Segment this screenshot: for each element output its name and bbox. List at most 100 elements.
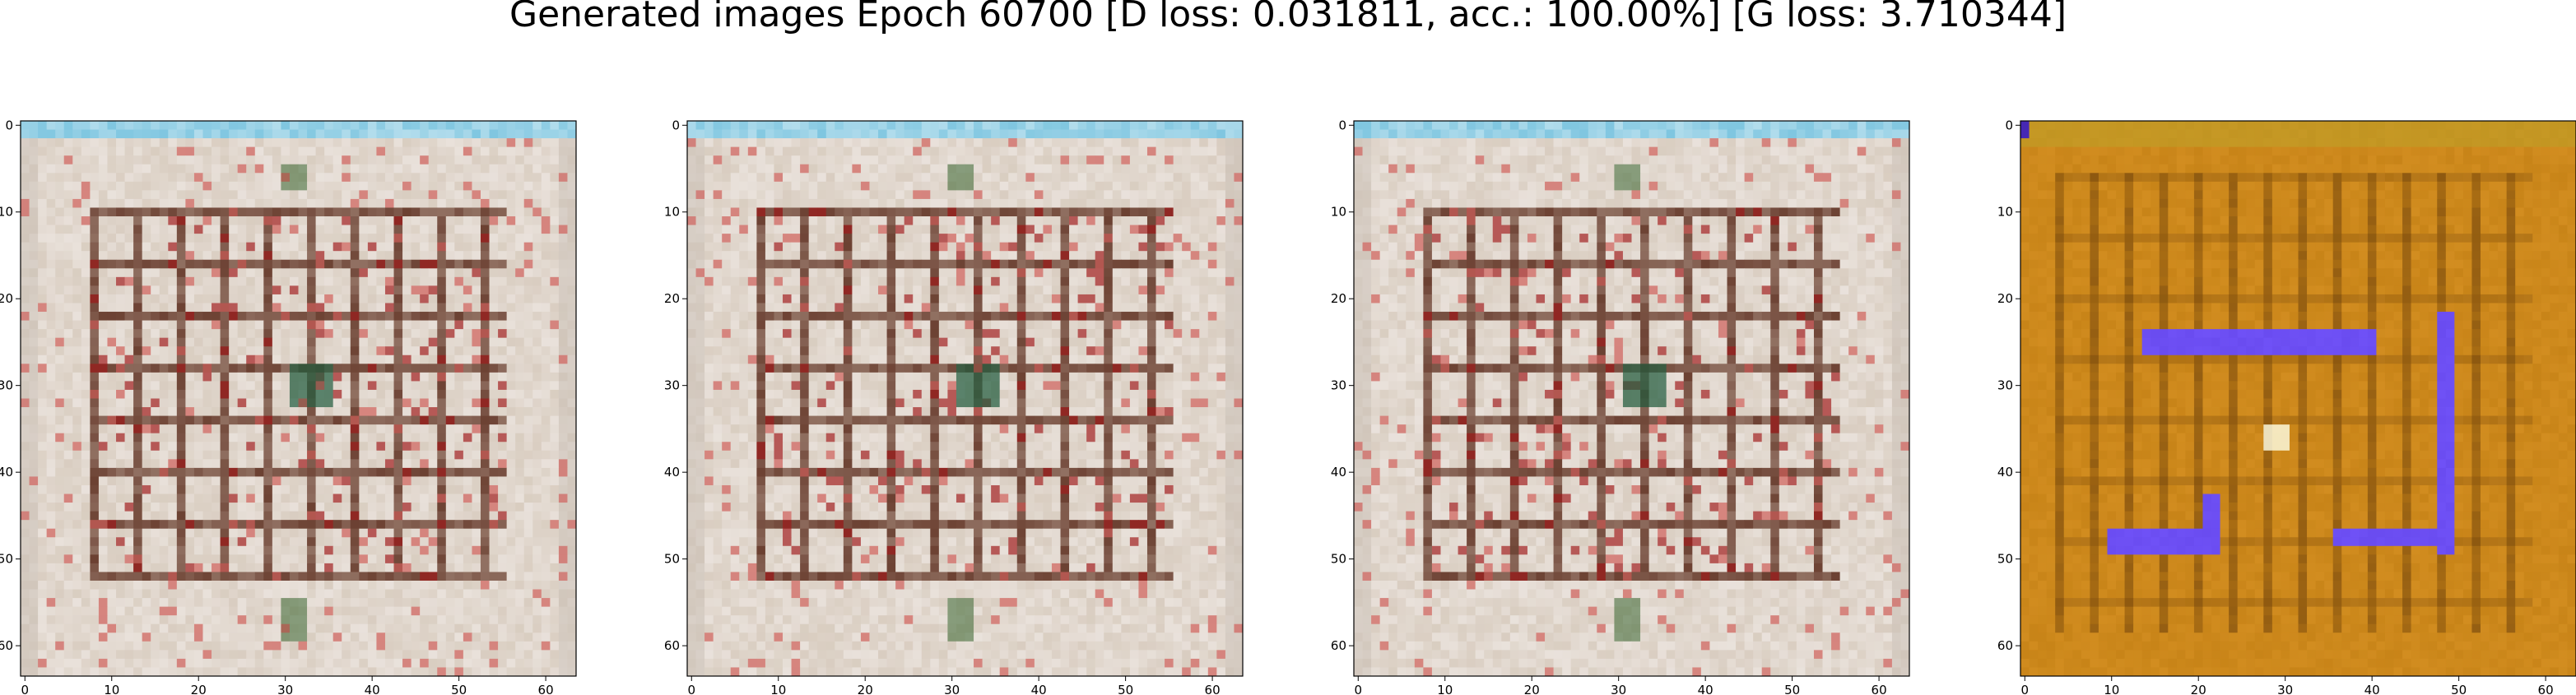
pixel <box>289 303 299 313</box>
pixel <box>756 121 766 130</box>
pixel <box>722 216 732 225</box>
pixel <box>498 364 508 373</box>
pixel <box>411 667 421 677</box>
pixel <box>532 181 542 191</box>
pixel <box>765 190 774 200</box>
pixel <box>567 467 577 477</box>
pixel <box>98 138 108 148</box>
pixel <box>315 520 325 530</box>
pixel <box>246 164 256 174</box>
pixel <box>193 346 203 356</box>
pixel <box>159 354 169 364</box>
pixel <box>384 164 394 174</box>
pixel <box>281 467 291 477</box>
pixel <box>237 467 247 477</box>
pixel <box>835 234 844 243</box>
pixel <box>515 632 525 642</box>
pixel <box>384 650 394 660</box>
pixel <box>124 268 134 278</box>
pixel <box>1121 216 1131 225</box>
pixel <box>376 190 386 200</box>
pixel <box>237 268 247 278</box>
pixel <box>428 216 438 225</box>
pixel <box>72 667 82 677</box>
pixel <box>289 389 299 399</box>
pixel <box>21 312 30 321</box>
pixel <box>133 181 143 191</box>
pixel <box>1182 164 1192 174</box>
pixel <box>202 198 212 208</box>
pixel <box>515 268 525 278</box>
pixel <box>21 606 30 616</box>
pixel <box>523 667 533 677</box>
pixel <box>445 276 455 286</box>
pixel <box>489 424 499 434</box>
pixel <box>558 138 568 148</box>
axes-frame <box>20 120 577 677</box>
pixel <box>541 346 551 356</box>
pixel <box>428 138 438 148</box>
pixel <box>332 294 342 303</box>
pixel <box>254 493 264 503</box>
pixel <box>176 667 186 677</box>
pixel <box>124 511 134 521</box>
pixel <box>98 580 108 590</box>
pixel <box>142 225 151 234</box>
pixel <box>21 467 30 477</box>
pixel <box>29 276 39 286</box>
pixel <box>532 537 542 547</box>
pixel <box>1182 190 1192 200</box>
pixel <box>938 181 948 191</box>
pixel <box>550 173 560 183</box>
pixel <box>246 268 256 278</box>
pixel <box>168 424 178 434</box>
pixel <box>541 442 551 452</box>
pixel <box>567 459 577 469</box>
pixel <box>185 155 195 165</box>
pixel <box>1234 146 1244 156</box>
pixel <box>428 164 438 174</box>
pixel <box>289 294 299 303</box>
pixel <box>193 337 203 347</box>
pixel <box>342 580 351 590</box>
pixel <box>133 234 143 243</box>
pixel <box>159 381 169 391</box>
pixel <box>791 225 801 234</box>
pixel <box>498 572 508 581</box>
pixel <box>29 354 39 364</box>
pixel <box>21 658 30 668</box>
pixel <box>72 520 82 530</box>
pixel <box>367 433 377 442</box>
pixel <box>982 234 992 243</box>
pixel <box>367 415 377 425</box>
pixel <box>393 276 403 286</box>
pixel <box>454 121 464 130</box>
pixel <box>695 181 705 191</box>
pixel <box>185 650 195 660</box>
y-tick-label: 10 <box>0 205 13 220</box>
pixel <box>29 155 39 165</box>
pixel <box>1095 198 1104 208</box>
pixel <box>38 294 48 303</box>
pixel <box>1060 173 1070 183</box>
pixel <box>420 511 430 521</box>
pixel <box>324 381 334 391</box>
pixel <box>212 381 221 391</box>
pixel <box>480 537 490 547</box>
pixel <box>550 198 560 208</box>
pixel <box>428 433 438 442</box>
pixel <box>515 467 525 477</box>
pixel <box>185 433 195 442</box>
pixel <box>437 198 447 208</box>
pixel <box>411 415 421 425</box>
pixel <box>63 389 73 399</box>
pixel <box>1138 121 1148 130</box>
pixel <box>506 415 516 425</box>
pixel <box>237 181 247 191</box>
pixel <box>463 537 472 547</box>
pixel <box>774 155 783 165</box>
pixel <box>367 528 377 538</box>
pixel <box>254 476 264 486</box>
pixel <box>124 129 134 139</box>
pixel <box>151 198 160 208</box>
